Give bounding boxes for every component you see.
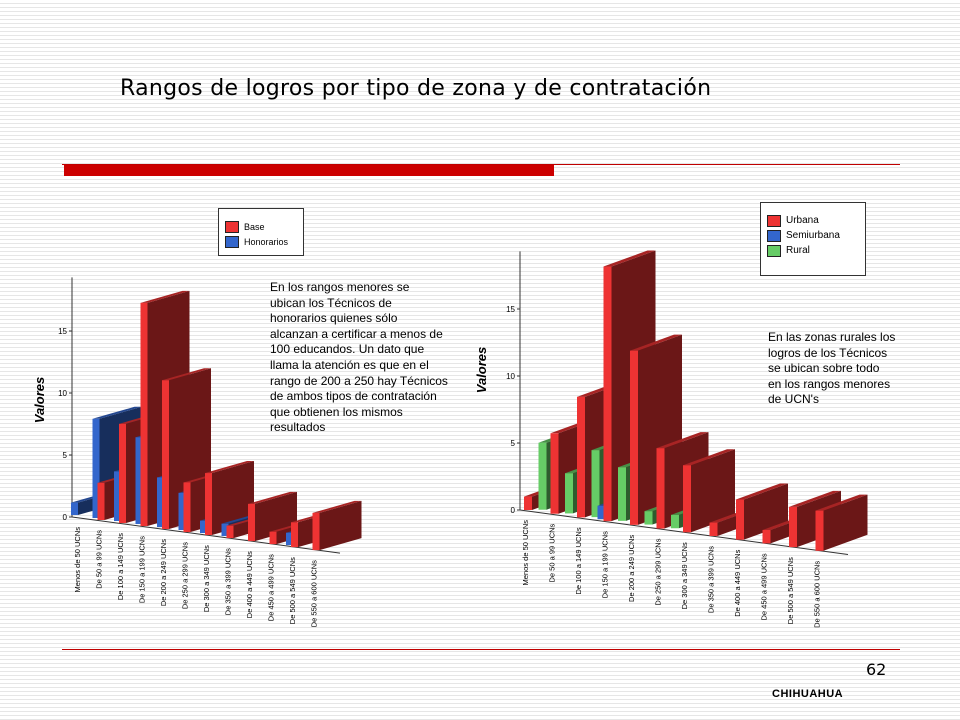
x-tick-label: Menos de 50 UCNs xyxy=(521,520,530,586)
note-zona: En las zonas rurales los logros de los T… xyxy=(768,330,896,407)
y-tick-label: 10 xyxy=(506,372,515,381)
x-tick-label: De 150 a 199 UCNs xyxy=(601,531,610,598)
x-tick-label: De 300 a 349 UCNs xyxy=(202,545,211,612)
title-underline xyxy=(62,164,900,165)
y-tick-label: 0 xyxy=(511,506,516,515)
y-tick-label: 0 xyxy=(63,513,68,522)
x-tick-label: De 250 a 299 UCNs xyxy=(654,538,663,605)
legend-label: Base xyxy=(244,221,265,232)
accent-bar xyxy=(64,165,554,176)
legend-label: Urbana xyxy=(786,215,819,226)
bar-0-11 xyxy=(815,494,868,551)
y-axis-label: Valores xyxy=(32,377,47,424)
x-tick-label: De 500 a 549 UCNs xyxy=(786,557,795,624)
x-tick-label: De 500 a 549 UCNs xyxy=(288,557,297,624)
x-tick-label: De 200 a 249 UCNs xyxy=(627,535,636,602)
x-tick-label: De 400 a 449 UCNs xyxy=(245,551,254,618)
footer-line xyxy=(62,649,900,650)
x-tick-label: Menos de 50 UCNs xyxy=(73,527,82,593)
legend-swatch xyxy=(767,244,781,257)
y-tick-label: 5 xyxy=(63,451,68,460)
x-tick-label: De 150 a 199 UCNs xyxy=(138,536,147,603)
legend-label: Honorarios xyxy=(244,236,289,247)
legend-item: Rural xyxy=(761,243,865,258)
note-contratacion: En los rangos menores se ubican los Técn… xyxy=(270,280,448,435)
legend-label: Rural xyxy=(786,245,810,256)
x-tick-label: De 550 a 600 UCNs xyxy=(310,560,319,627)
x-tick-label: De 450 a 499 UCNs xyxy=(267,554,276,621)
x-tick-label: De 50 a 99 UCNs xyxy=(95,530,104,589)
page-number: 62 xyxy=(866,660,887,679)
legend-item: Honorarios xyxy=(219,234,303,249)
x-tick-label: De 350 a 399 UCNs xyxy=(707,546,716,613)
legend-zona: Urbana Semiurbana Rural xyxy=(760,202,866,276)
x-tick-label: De 100 a 149 UCNs xyxy=(116,533,125,600)
legend-item: Urbana xyxy=(761,213,865,228)
x-tick-label: De 50 a 99 UCNs xyxy=(548,523,557,582)
x-tick-label: De 550 a 600 UCNs xyxy=(813,561,822,628)
y-tick-label: 5 xyxy=(511,439,516,448)
legend-item: Base xyxy=(219,219,303,234)
legend-swatch xyxy=(767,229,781,242)
legend-contratacion: Base Honorarios xyxy=(218,208,304,256)
legend-swatch xyxy=(225,235,239,248)
y-tick-label: 15 xyxy=(58,327,67,336)
x-tick-label: De 200 a 249 UCNs xyxy=(159,539,168,606)
legend-item: Semiurbana xyxy=(761,228,865,243)
legend-label: Semiurbana xyxy=(786,230,840,241)
footer-label: CHIHUAHUA xyxy=(772,688,844,700)
x-tick-label: De 300 a 349 UCNs xyxy=(680,542,689,609)
y-axis-label: Valores xyxy=(474,347,489,394)
y-tick-label: 15 xyxy=(506,305,515,314)
y-tick-label: 10 xyxy=(58,389,67,398)
legend-swatch xyxy=(225,220,239,233)
x-tick-label: De 450 a 499 UCNs xyxy=(760,553,769,620)
bar-0-11 xyxy=(312,500,362,551)
bar-0-6 xyxy=(205,461,254,536)
x-tick-label: De 350 a 399 UCNs xyxy=(224,548,233,615)
slide-title: Rangos de logros por tipo de zona y de c… xyxy=(120,76,712,101)
x-tick-label: De 400 a 449 UCNs xyxy=(733,549,742,616)
x-tick-label: De 250 a 299 UCNs xyxy=(181,542,190,609)
legend-swatch xyxy=(767,214,781,227)
x-tick-label: De 100 a 149 UCNs xyxy=(574,527,583,594)
bar-0-6 xyxy=(683,449,735,533)
